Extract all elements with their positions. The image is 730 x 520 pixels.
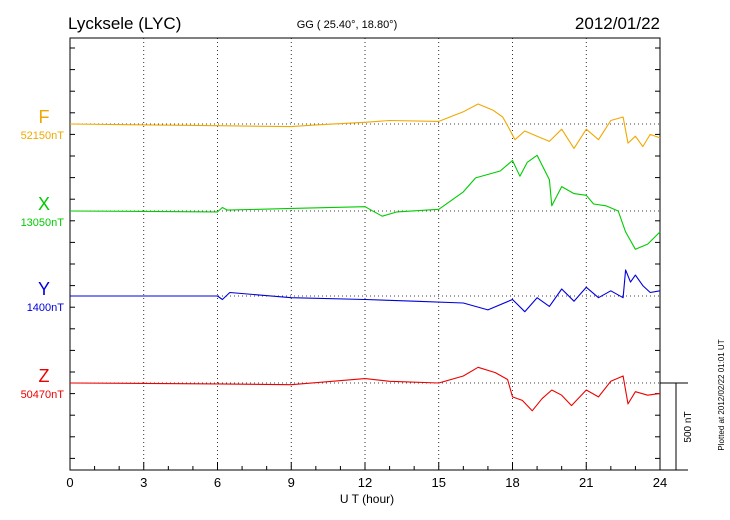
x-tick-label: 21 — [579, 475, 593, 490]
series-line-y — [70, 269, 661, 313]
axis-ticks — [69, 47, 661, 470]
x-tick-label: 15 — [432, 475, 446, 490]
series-line-f — [69, 103, 661, 149]
x-tick-label: 3 — [140, 475, 147, 490]
x-tick-label: 0 — [66, 475, 73, 490]
series-line-x — [69, 154, 661, 250]
x-tick-label: 6 — [214, 475, 221, 490]
date-label: 2012/01/22 — [575, 14, 660, 33]
x-axis-label: U T (hour) — [340, 492, 394, 506]
scale-bar-label: 500 nT — [683, 411, 694, 442]
series-lines — [69, 103, 661, 412]
series-line-z — [69, 366, 661, 412]
x-tick-label: 9 — [288, 475, 295, 490]
station-title: Lycksele (LYC) — [68, 14, 181, 33]
series-name-y: Y — [38, 279, 50, 299]
x-tick-label: 18 — [505, 475, 519, 490]
x-tick-label: 12 — [358, 475, 372, 490]
plotted-at-note: Plotted at 2012/02/22 01:01 UT — [717, 339, 726, 450]
coordinates-label: GG ( 25.40°, 18.80°) — [297, 19, 398, 31]
series-name-z: Z — [39, 366, 50, 386]
series-name-x: X — [38, 194, 50, 214]
series-baseline-f: 52150nT — [21, 130, 65, 142]
scale-bar — [660, 382, 688, 471]
series-labels: F 52150nT X 13050nT Y 1400nT Z 50470nT — [21, 107, 65, 401]
series-name-f: F — [39, 107, 50, 127]
series-baseline-z: 50470nT — [21, 389, 65, 401]
series-baseline-x: 13050nT — [21, 217, 65, 229]
series-baseline-y: 1400nT — [27, 302, 65, 314]
vertical-gridlines — [143, 38, 587, 470]
x-tick-label: 24 — [653, 475, 667, 490]
x-tick-labels: 0 3 6 9 12 15 18 21 24 — [66, 475, 667, 490]
